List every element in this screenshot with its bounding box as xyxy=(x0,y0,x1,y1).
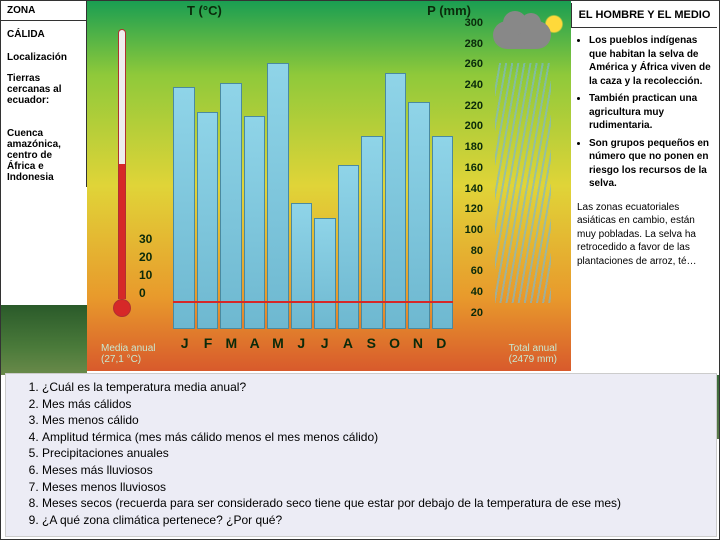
precip-tick: 180 xyxy=(465,141,483,162)
hombre-note: Las zonas ecuatoriales asiáticas en camb… xyxy=(571,201,717,269)
precip-tick: 220 xyxy=(465,100,483,121)
precip-bar xyxy=(361,136,383,329)
precip-bar xyxy=(432,136,454,329)
precip-bar xyxy=(408,102,430,329)
month-label: O xyxy=(383,335,406,351)
month-label: J xyxy=(173,335,196,351)
precip-tick: 260 xyxy=(465,58,483,79)
page: ZONA CÁLIDA Localización Tierras cercana… xyxy=(1,1,719,539)
precip-tick: 300 xyxy=(465,17,483,38)
precip-tick: 20 xyxy=(465,307,483,328)
precip-tick: 80 xyxy=(465,245,483,266)
precip-ticks: 3002802602402202001801601401201008060402… xyxy=(465,17,483,327)
climate-chart: T (°C) P (mm) 3020100 300280260240220200… xyxy=(87,1,571,371)
right-column: EL HOMBRE Y EL MEDIO Los pueblos indígen… xyxy=(569,1,719,371)
hombre-item: También practican una agricultura muy ru… xyxy=(589,92,711,133)
precip-tick: 280 xyxy=(465,38,483,59)
media-anual-label: Media anual (27,1 °C) xyxy=(101,343,155,365)
precip-tick: 160 xyxy=(465,162,483,183)
precip-tick: 100 xyxy=(465,224,483,245)
question-item: ¿A qué zona climática pertenece? ¿Por qu… xyxy=(42,513,708,529)
question-item: Meses secos (recuerda para ser considera… xyxy=(42,496,708,512)
precip-axis-label: P (mm) xyxy=(427,3,471,18)
thermometer-icon xyxy=(111,29,133,329)
precip-bar xyxy=(314,218,336,329)
temp-tick: 0 xyxy=(139,285,152,303)
temp-axis-label: T (°C) xyxy=(187,3,222,18)
temp-tick: 20 xyxy=(139,249,152,267)
question-item: Mes menos cálido xyxy=(42,413,708,429)
precip-bar xyxy=(385,73,407,329)
month-label: S xyxy=(360,335,383,351)
loc-value: Tierras cercanas al ecuador: xyxy=(1,67,87,110)
zona-value: CÁLIDA xyxy=(1,21,87,44)
question-item: ¿Cuál es la temperatura media anual? xyxy=(42,380,708,396)
month-label: A xyxy=(243,335,266,351)
question-item: Precipitaciones anuales xyxy=(42,446,708,462)
month-label: J xyxy=(313,335,336,351)
rain-icon xyxy=(495,63,551,303)
month-label: M xyxy=(220,335,243,351)
precip-bar xyxy=(173,87,195,329)
month-label: F xyxy=(196,335,219,351)
month-label: M xyxy=(266,335,289,351)
total-anual-label: Total anual (2479 mm) xyxy=(509,343,557,365)
cloud-icon xyxy=(493,21,553,61)
precip-tick: 60 xyxy=(465,265,483,286)
precip-bar xyxy=(267,63,289,329)
month-label: D xyxy=(430,335,453,351)
question-item: Meses más lluviosos xyxy=(42,463,708,479)
precip-tick: 200 xyxy=(465,120,483,141)
precip-tick: 40 xyxy=(465,286,483,307)
temp-tick: 30 xyxy=(139,231,152,249)
chart-background: T (°C) P (mm) 3020100 300280260240220200… xyxy=(87,1,571,371)
zona-header: ZONA xyxy=(1,1,87,21)
precip-bar xyxy=(338,165,360,329)
precip-tick: 120 xyxy=(465,203,483,224)
questions-panel: ¿Cuál es la temperatura media anual?Mes … xyxy=(5,373,717,537)
temp-line xyxy=(173,301,453,303)
hombre-list: Los pueblos indígenas que habitan la sel… xyxy=(571,28,717,201)
month-labels: JFMAMJJASOND xyxy=(173,335,453,351)
precip-bars xyxy=(173,39,453,329)
precip-bar xyxy=(291,203,313,329)
question-item: Amplitud térmica (mes más cálido menos e… xyxy=(42,430,708,446)
forest-photo-left xyxy=(1,305,87,375)
month-label: J xyxy=(290,335,313,351)
month-label: A xyxy=(336,335,359,351)
precip-tick: 140 xyxy=(465,183,483,204)
temp-tick: 10 xyxy=(139,267,152,285)
questions-list: ¿Cuál es la temperatura media anual?Mes … xyxy=(20,380,708,528)
precip-bar xyxy=(197,112,219,330)
hombre-item: Los pueblos indígenas que habitan la sel… xyxy=(589,34,711,88)
hombre-item: Son grupos pequeños en número que no pon… xyxy=(589,137,711,191)
precip-bar xyxy=(244,116,266,329)
question-item: Meses menos lluviosos xyxy=(42,480,708,496)
temp-ticks: 3020100 xyxy=(139,231,152,303)
precip-bar xyxy=(220,83,242,330)
loc-header: Localización xyxy=(1,44,87,67)
precip-tick: 240 xyxy=(465,79,483,100)
month-label: N xyxy=(406,335,429,351)
question-item: Mes más cálidos xyxy=(42,397,708,413)
regions-value: Cuenca amazónica, centro de África e Ind… xyxy=(1,110,87,187)
hombre-header: EL HOMBRE Y EL MEDIO xyxy=(571,3,717,28)
